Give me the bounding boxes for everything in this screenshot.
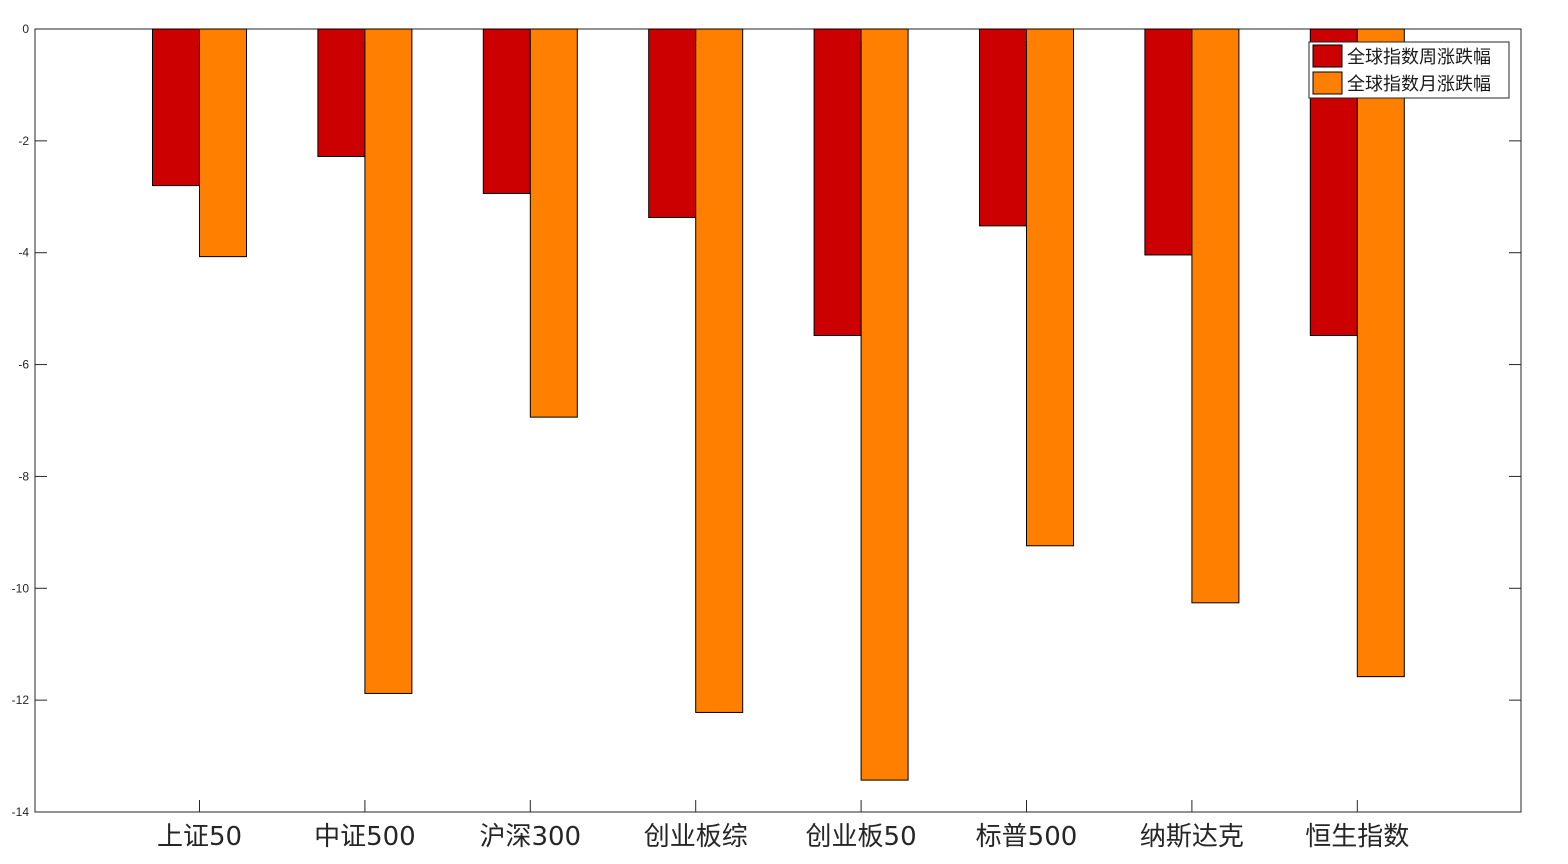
x-tick-label: 创业板综 [644, 822, 748, 852]
legend-label-weekly: 全球指数周涨跌幅 [1347, 47, 1491, 68]
x-tick-label: 标普500 [976, 822, 1078, 852]
bar-weekly-3 [648, 28, 697, 218]
x-tick-label: 沪深300 [479, 822, 581, 852]
bar-weekly-4 [813, 28, 862, 336]
y-tick-label: -14 [12, 805, 30, 819]
bar-weekly-6 [1144, 28, 1193, 256]
bar-monthly-1 [364, 28, 413, 694]
x-tick-label: 纳斯达克 [1140, 822, 1244, 852]
x-axis-ticks: 上证50 中证500 沪深300 创业板综 创业板50 标普500 纳斯达克 恒生指数 [157, 29, 1409, 852]
y-axis-ticks: 0 -2 -4 -6 -8 -10 -12 -14 [12, 22, 1521, 819]
y-tick-label: -12 [12, 693, 30, 707]
bar-monthly-0 [199, 28, 247, 258]
bar-weekly-1 [317, 28, 366, 158]
bar-monthly-4 [860, 28, 909, 781]
x-tick-label: 恒生指数 [1305, 822, 1409, 852]
y-tick-label: -8 [18, 469, 29, 483]
bars [152, 28, 1405, 781]
axes [34, 28, 1522, 813]
y-tick-label: -6 [18, 358, 29, 372]
y-tick-label: -2 [18, 134, 29, 148]
x-tick-label: 中证500 [314, 822, 416, 852]
bar-monthly-2 [529, 28, 578, 418]
x-tick-label: 创业板50 [806, 822, 917, 852]
y-tick-label: -4 [18, 246, 29, 260]
bar-weekly-2 [482, 28, 531, 194]
legend-label-monthly: 全球指数月涨跌幅 [1347, 74, 1491, 95]
bar-monthly-6 [1191, 28, 1240, 604]
bar-monthly-7 [1356, 28, 1405, 678]
x-tick-label: 上证50 [157, 822, 242, 852]
y-tick-label: 0 [22, 22, 29, 36]
bar-weekly-0 [152, 28, 200, 187]
y-tick-label: -10 [12, 581, 30, 595]
bar-monthly-5 [1026, 28, 1074, 547]
bar-monthly-3 [695, 28, 744, 713]
bar-weekly-5 [979, 28, 1027, 227]
plot-area-frame [34, 28, 1522, 813]
legend-swatch-monthly [1312, 71, 1343, 95]
legend-swatch-weekly [1312, 44, 1343, 68]
